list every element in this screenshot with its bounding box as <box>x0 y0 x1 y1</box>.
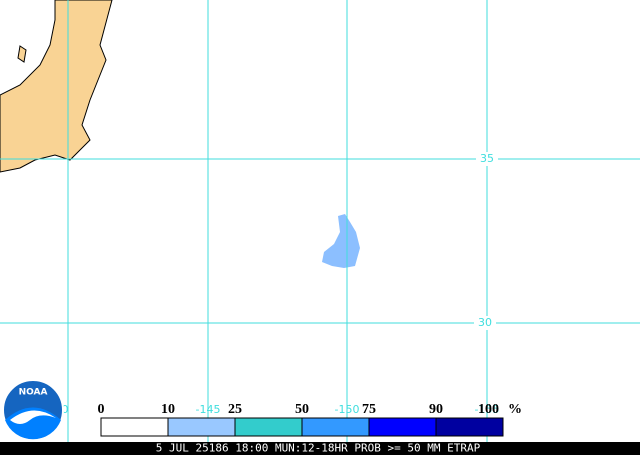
legend: 0 10 25 50 75 90 100% <box>98 402 522 437</box>
label-bg <box>474 316 496 330</box>
legend-label: 90 <box>429 402 443 417</box>
legend-label: 0 <box>98 402 105 417</box>
logo-text: NOAA <box>19 388 48 398</box>
footer-text: 5 JUL 25186 18:00 MUN:12-18HR PROB >= 50… <box>156 442 481 455</box>
legend-label: 50 <box>295 402 309 417</box>
latitude-label: 30 <box>478 316 492 329</box>
legend-swatch <box>234 417 303 437</box>
legend-label: 25 <box>228 402 242 417</box>
longitude-label: -145 <box>196 403 221 416</box>
legend-label: 100 <box>478 402 499 417</box>
legend-swatch <box>435 417 504 437</box>
legend-swatch <box>368 417 437 437</box>
latitude-label: 35 <box>480 152 494 165</box>
legend-swatch <box>100 417 169 437</box>
probability-area <box>322 214 360 268</box>
legend-swatch <box>167 417 236 437</box>
longitude-label: -150 <box>335 403 360 416</box>
legend-unit: % <box>508 402 522 417</box>
footer-bar <box>0 442 640 455</box>
noaa-logo: NOAA <box>2 379 64 441</box>
legend-label: 10 <box>161 402 175 417</box>
legend-swatch <box>301 417 370 437</box>
legend-label: 75 <box>362 402 376 417</box>
label-bg <box>476 152 498 166</box>
logo-gull <box>10 410 56 424</box>
longitude-label: -155 <box>475 403 500 416</box>
land <box>17 45 27 63</box>
land <box>0 0 113 173</box>
